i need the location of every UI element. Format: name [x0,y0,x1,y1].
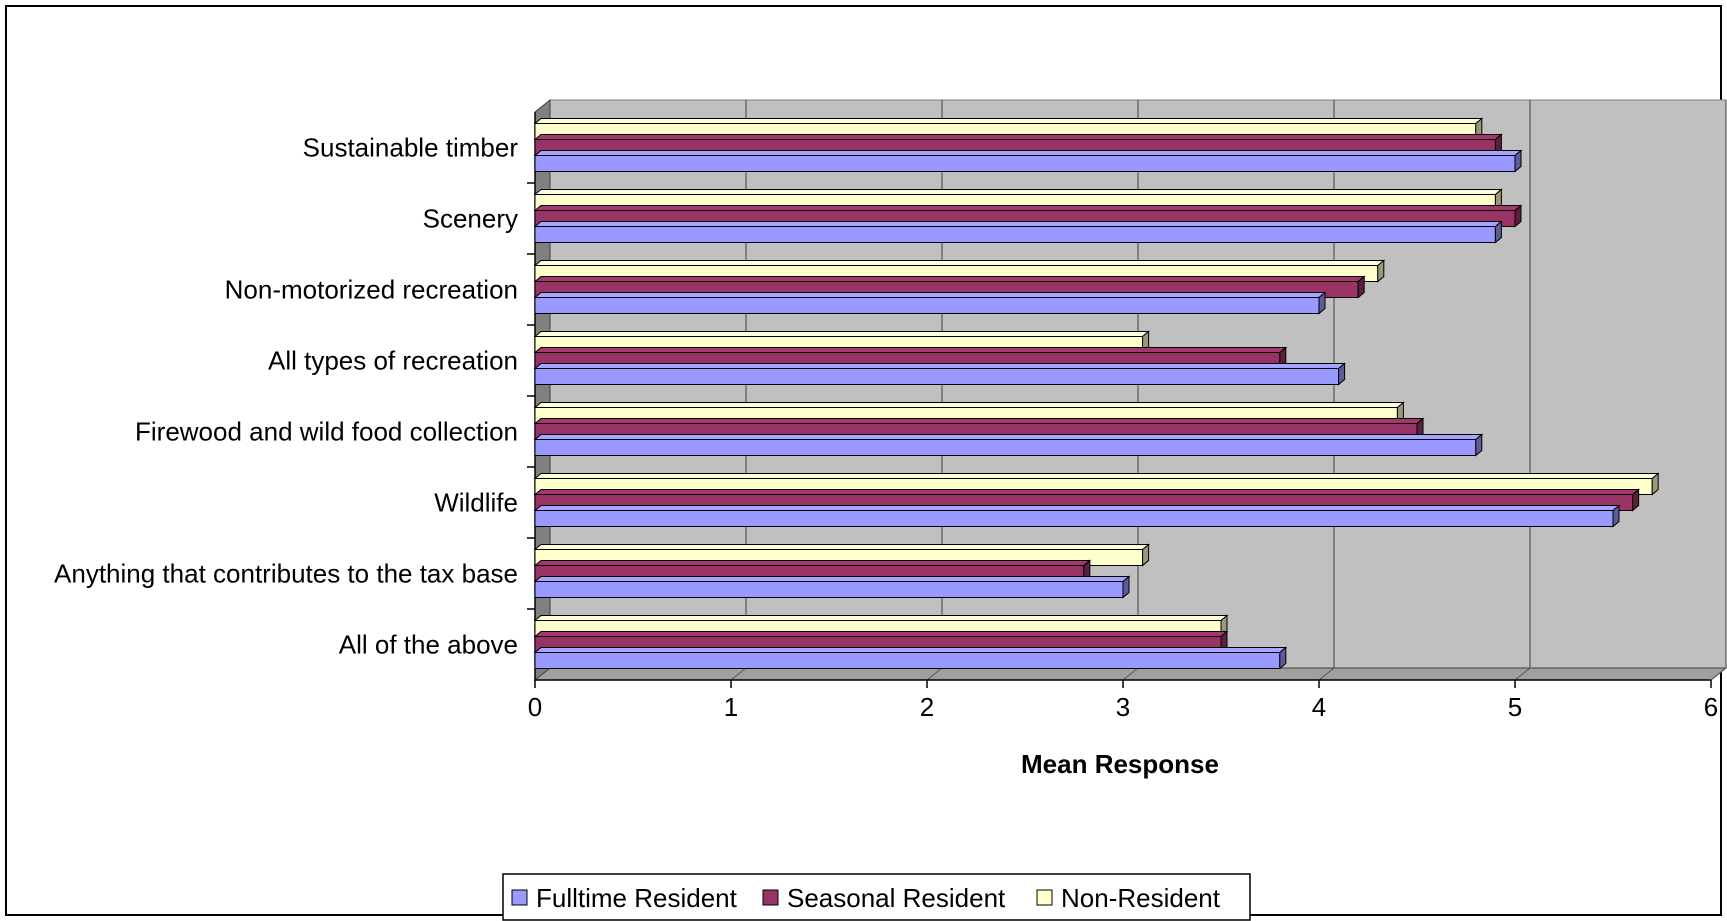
bar-end [1357,275,1365,299]
bar-end [1514,149,1522,173]
category-label: Sustainable timber [303,133,519,163]
category-label: Wildlife [434,488,518,518]
legend-swatch [511,889,528,906]
bar-top [533,402,1405,408]
x-tick-label: 1 [724,692,738,722]
bar-end [1651,472,1659,496]
x-tick-label: 6 [1704,692,1718,722]
bar-front [534,581,1124,598]
bar-top [533,434,1484,440]
bar-end [1632,488,1640,512]
category-label: Anything that contributes to the tax bas… [54,559,518,589]
bar-end [1142,543,1150,567]
x-tick-label: 0 [528,692,542,722]
bar-top [533,363,1346,369]
bar-end [1494,220,1502,244]
bar-top [533,331,1150,337]
floor-gridline [926,667,943,681]
legend-label: Seasonal Resident [787,883,1006,913]
bar-top [533,647,1288,653]
legend-label: Fulltime Resident [536,883,738,913]
bar [533,504,1621,528]
category-label: All of the above [339,630,518,660]
bar-end [1122,575,1130,599]
bar-top [533,560,1092,566]
plot-area: 0 1 2 3 4 5 6 Sustainable timber Scenery Non-moto… [54,98,1727,722]
floor-gridline [1710,667,1727,681]
floor-gridline [1318,667,1335,681]
bar-end [1514,204,1522,228]
bar-top [533,576,1131,582]
bar-top [533,505,1621,511]
bar [533,220,1503,244]
bar-front [534,510,1614,527]
floor-gridline [730,667,747,681]
bar-front [534,297,1320,314]
category-label: Non-motorized recreation [225,275,518,305]
category-label: Firewood and wild food collection [135,417,518,447]
bar-top [533,118,1484,124]
bar-top [533,489,1640,495]
bar-top [533,544,1150,550]
legend-label: Non-Resident [1061,883,1221,913]
bar-front [534,439,1477,456]
bar-top [533,205,1523,211]
bar-top [533,631,1229,637]
bar-top [533,189,1503,195]
bar-top [533,260,1386,266]
floor-gridline [1514,667,1531,681]
bar-front [534,368,1340,385]
bar [533,575,1131,599]
legend-swatch [762,889,779,906]
bar [533,291,1327,315]
legend-swatch [1036,889,1053,906]
category-label: Scenery [423,204,518,234]
bar-end [1279,646,1287,670]
bar-end [1318,291,1326,315]
bar [533,149,1523,173]
floor-gridline [1122,667,1139,681]
bar [533,433,1484,457]
bar-top [533,134,1503,140]
bar-end [1475,433,1483,457]
legend-box [502,873,1251,921]
x-tick-label: 5 [1508,692,1522,722]
x-tick-label: 2 [920,692,934,722]
bar-top [533,221,1503,227]
bar-front [534,155,1516,172]
bar-end [1612,504,1620,528]
x-tick-label: 3 [1116,692,1130,722]
bar [533,646,1288,670]
bar-top [533,292,1327,298]
bar [533,362,1346,386]
bar-end [1377,259,1385,283]
x-axis-title: Mean Response [1021,749,1219,779]
bar-front [534,226,1496,243]
bar-top [533,473,1660,479]
bar-top [533,150,1523,156]
x-tick-label: 4 [1312,692,1326,722]
bar-top [533,418,1425,424]
bar-top [533,276,1366,282]
bar-top [533,347,1288,353]
bar-front [534,652,1281,669]
legend: Fulltime Resident Seasonal Resident Non-Re… [502,873,1251,921]
bar-end [1338,362,1346,386]
category-label: All types of recreation [268,346,518,376]
bar-top [533,615,1229,621]
